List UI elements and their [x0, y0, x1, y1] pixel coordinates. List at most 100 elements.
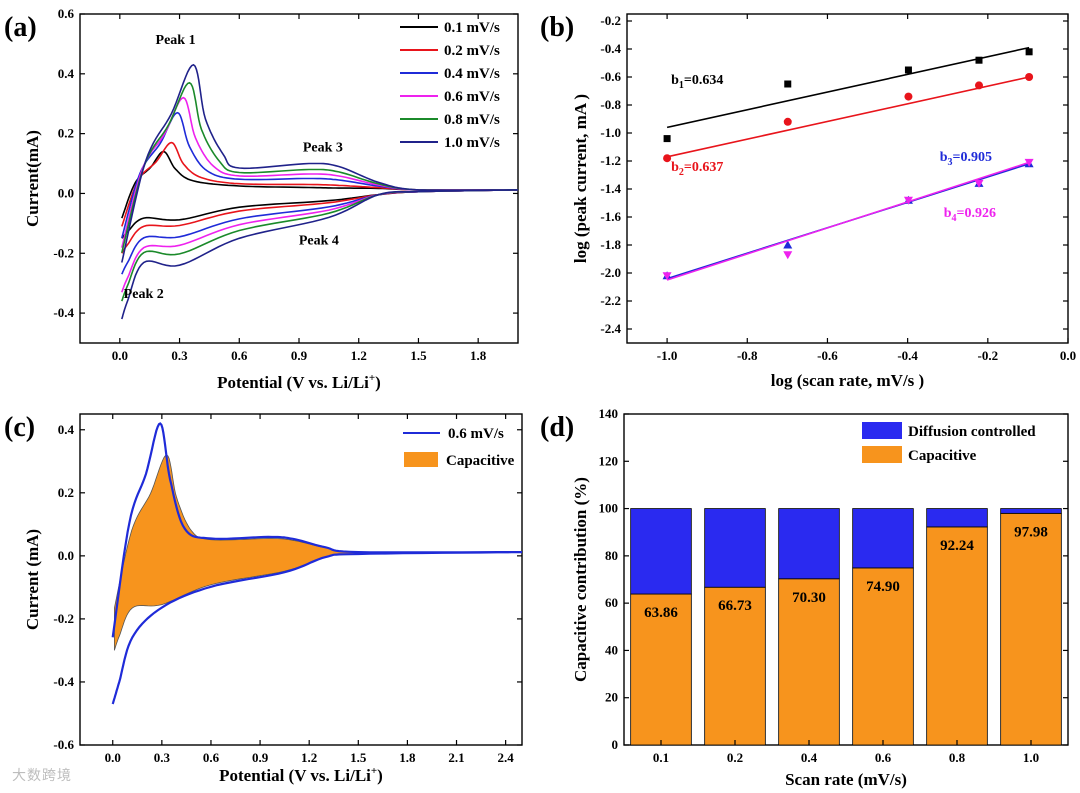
data-point	[1025, 73, 1034, 81]
legend-swatch	[862, 446, 902, 463]
x-tick-label: 2.1	[448, 750, 464, 765]
y-tick-label: -1.0	[600, 125, 621, 140]
data-point	[663, 135, 671, 143]
plot-frame	[623, 413, 1069, 746]
data-point	[784, 80, 792, 88]
peak-annotation: Peak 3	[303, 141, 343, 156]
y-tick-label: -1.6	[600, 209, 621, 224]
y-axis-label: log (peak current, mA )	[571, 94, 590, 263]
y-tick-label: -1.4	[600, 181, 621, 196]
data-point	[663, 154, 672, 163]
bar-diffusion	[778, 508, 840, 580]
x-tick-label: 0.0	[112, 348, 128, 363]
data-point	[903, 196, 913, 205]
y-tick-label: 0.0	[58, 185, 74, 200]
y-tick-label: -1.2	[600, 153, 621, 168]
x-tick-label: 0.8	[949, 750, 966, 765]
x-tick-label: 1.0	[1023, 750, 1039, 765]
x-tick-label: 1.5	[350, 750, 367, 765]
x-tick-label: 0.6	[875, 750, 892, 765]
y-tick-label: -0.2	[53, 611, 74, 626]
bar-capacitive	[926, 526, 988, 746]
cv-curve	[121, 63, 519, 320]
panel-label: (c)	[4, 412, 35, 443]
y-tick-label: 60	[605, 595, 618, 610]
x-tick-label: 0.9	[291, 348, 308, 363]
data-point	[783, 117, 792, 126]
x-tick-label: 0.3	[171, 348, 188, 363]
bar-value-label: 63.86	[644, 605, 678, 621]
legend-swatch	[404, 452, 438, 467]
y-axis-label: Capacitive contribution (%)	[571, 477, 590, 682]
data-point	[662, 272, 672, 281]
x-tick-label: 0.6	[231, 348, 248, 363]
y-axis-label: Current (mA)	[23, 529, 42, 630]
legend-label: Capacitive	[908, 448, 977, 464]
bar-diffusion	[926, 508, 988, 528]
panel-label: (a)	[4, 12, 37, 43]
y-tick-label: -0.6	[53, 737, 74, 752]
y-tick-label: -2.0	[600, 265, 621, 280]
legend-label: 1.0 mV/s	[444, 135, 500, 151]
data-point	[904, 92, 913, 101]
panel-b: -1.0 -0.8 -0.6 -0.4 -0.2 0.0 -0.2 -0.4 -0.6 -0.8 -…	[540, 12, 1076, 390]
legend-label: 0.1 mV/s	[444, 20, 500, 36]
bar-value-label: 70.30	[792, 590, 826, 606]
legend-label: 0.4 mV/s	[444, 66, 500, 82]
data-point	[783, 240, 793, 249]
y-tick-label: -2.4	[600, 321, 621, 336]
bar-diffusion	[704, 508, 766, 588]
y-tick-label: 0.6	[58, 6, 75, 21]
plot-frame	[79, 413, 523, 746]
fit-line	[666, 161, 1030, 281]
x-tick-label: -0.4	[897, 348, 918, 363]
data-point	[1024, 158, 1034, 167]
y-axis-label: Current(mA)	[23, 130, 42, 227]
legend-label: 0.2 mV/s	[444, 43, 500, 59]
x-axis-label: log (scan rate, mV/s )	[771, 371, 924, 390]
legend-label: Capacitive	[446, 453, 515, 469]
x-tick-label: 0.3	[154, 750, 171, 765]
y-tick-label: -0.2	[53, 245, 74, 260]
slope-label: b3=0.905	[940, 150, 992, 168]
x-tick-label: 0.9	[252, 750, 269, 765]
x-tick-label: -0.6	[817, 348, 838, 363]
legend-label: 0.6 mV/s	[448, 426, 504, 442]
bar-capacitive	[1000, 512, 1062, 746]
x-tick-label: 1.2	[301, 750, 317, 765]
legend-label: 0.6 mV/s	[444, 89, 500, 105]
x-tick-label: 1.5	[410, 348, 427, 363]
bar-diffusion	[1000, 508, 1062, 514]
legend: 0.6 mV/s Capacitive	[403, 426, 515, 469]
x-tick-label: 0.1	[653, 750, 669, 765]
y-tick-label: -1.8	[600, 237, 621, 252]
peak-annotation: Peak 4	[299, 233, 339, 248]
fit-line	[666, 46, 1030, 129]
y-tick-label: 20	[605, 690, 618, 705]
x-tick-label: 1.8	[399, 750, 416, 765]
x-tick-label: 0.6	[203, 750, 220, 765]
y-tick-label: -0.4	[53, 674, 74, 689]
y-tick-label: 100	[599, 501, 619, 516]
panel-label: (d)	[540, 412, 574, 443]
x-tick-label: -0.8	[737, 348, 758, 363]
y-tick-label: -0.6	[600, 69, 621, 84]
fit-line	[666, 76, 1030, 158]
y-tick-label: -2.2	[600, 293, 621, 308]
watermark: 大数跨境	[12, 768, 72, 784]
panel-d: 0 20 40 60 80 100 120 140 Scan rate (mV/s) Capaci…	[540, 406, 1069, 789]
cv-curve	[111, 422, 523, 705]
x-axis-label: Potential (V vs. Li/Li+)	[217, 372, 381, 392]
y-tick-label: 0	[612, 737, 619, 752]
y-tick-label: 120	[599, 453, 619, 468]
bar-capacitive	[778, 578, 840, 746]
y-tick-label: 40	[605, 642, 618, 657]
bar-diffusion	[630, 508, 692, 595]
legend: 0.1 mV/s 0.2 mV/s 0.4 mV/s 0.6 mV/s 0.8 mV/s…	[400, 20, 500, 151]
peak-annotation: Peak 1	[156, 33, 196, 48]
legend-swatch	[862, 422, 902, 439]
x-tick-label: -1.0	[657, 348, 678, 363]
y-tick-label: 0.4	[58, 422, 75, 437]
legend-label: Diffusion controlled	[908, 424, 1036, 440]
